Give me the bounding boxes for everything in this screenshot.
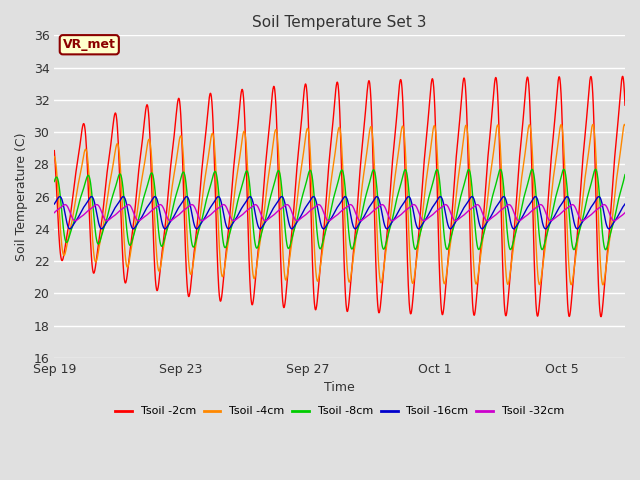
Tsoil -8cm	[313, 225, 321, 231]
Tsoil -2cm	[597, 314, 605, 320]
Tsoil -4cm	[621, 121, 628, 127]
Tsoil -32cm	[621, 210, 629, 216]
Tsoil -32cm	[605, 209, 612, 215]
Tsoil -8cm	[328, 203, 335, 209]
Tsoil -32cm	[605, 209, 613, 215]
Y-axis label: Soil Temperature (C): Soil Temperature (C)	[15, 132, 28, 261]
Tsoil -2cm	[500, 289, 508, 295]
Legend: Tsoil -2cm, Tsoil -4cm, Tsoil -8cm, Tsoil -16cm, Tsoil -32cm: Tsoil -2cm, Tsoil -4cm, Tsoil -8cm, Tsoi…	[111, 402, 568, 421]
Tsoil -32cm	[313, 203, 321, 208]
Tsoil -8cm	[621, 172, 629, 178]
Tsoil -32cm	[500, 205, 508, 211]
Tsoil -16cm	[313, 202, 321, 208]
Tsoil -16cm	[79, 205, 87, 211]
Tsoil -16cm	[436, 194, 444, 200]
Tsoil -16cm	[605, 226, 613, 232]
Tsoil -32cm	[51, 210, 58, 216]
Tsoil -16cm	[621, 201, 629, 207]
Tsoil -4cm	[79, 154, 87, 159]
Tsoil -4cm	[599, 282, 607, 288]
Tsoil -2cm	[313, 303, 321, 309]
Tsoil -2cm	[51, 148, 58, 154]
Tsoil -4cm	[605, 243, 612, 249]
Line: Tsoil -2cm: Tsoil -2cm	[54, 76, 625, 317]
Tsoil -8cm	[51, 179, 58, 184]
Tsoil -8cm	[500, 184, 508, 190]
Tsoil -8cm	[605, 238, 612, 243]
Tsoil -4cm	[313, 276, 321, 282]
Tsoil -2cm	[621, 102, 629, 108]
Line: Tsoil -32cm: Tsoil -32cm	[54, 204, 625, 221]
X-axis label: Time: Time	[324, 381, 355, 394]
Tsoil -16cm	[288, 226, 296, 232]
Tsoil -4cm	[51, 154, 58, 159]
Tsoil -8cm	[79, 186, 87, 192]
Tsoil -16cm	[51, 201, 58, 207]
Tsoil -4cm	[328, 173, 335, 179]
Tsoil -2cm	[328, 132, 335, 137]
Tsoil -4cm	[621, 122, 629, 128]
Title: Soil Temperature Set 3: Soil Temperature Set 3	[252, 15, 427, 30]
Tsoil -4cm	[605, 245, 612, 251]
Tsoil -16cm	[328, 214, 336, 220]
Tsoil -16cm	[605, 226, 612, 232]
Tsoil -16cm	[500, 194, 508, 200]
Tsoil -2cm	[605, 235, 612, 240]
Tsoil -4cm	[500, 225, 508, 230]
Tsoil -32cm	[79, 212, 87, 218]
Tsoil -32cm	[328, 216, 336, 222]
Tsoil -8cm	[602, 247, 609, 252]
Line: Tsoil -8cm: Tsoil -8cm	[54, 169, 625, 250]
Line: Tsoil -16cm: Tsoil -16cm	[54, 197, 625, 229]
Tsoil -8cm	[592, 167, 600, 172]
Tsoil -2cm	[605, 238, 612, 244]
Tsoil -32cm	[125, 202, 132, 207]
Line: Tsoil -4cm: Tsoil -4cm	[54, 124, 625, 285]
Tsoil -32cm	[579, 218, 586, 224]
Tsoil -2cm	[619, 73, 627, 79]
Tsoil -2cm	[79, 121, 87, 127]
Tsoil -8cm	[605, 236, 613, 242]
Text: VR_met: VR_met	[63, 38, 116, 51]
